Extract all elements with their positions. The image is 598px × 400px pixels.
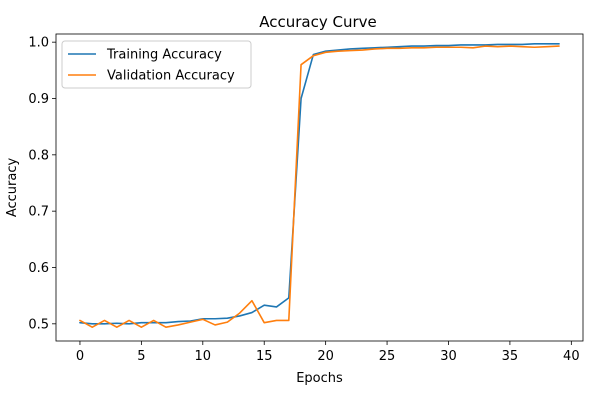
plot-area-frame bbox=[55, 33, 584, 342]
x-tick-label: 10 bbox=[195, 349, 212, 364]
y-tick-label: 0.8 bbox=[28, 148, 49, 163]
x-tick-label: 40 bbox=[563, 349, 580, 364]
y-tick-label: 1.0 bbox=[28, 36, 49, 51]
x-tick-label: 35 bbox=[502, 349, 519, 364]
x-tick-label: 5 bbox=[137, 349, 145, 364]
x-axis-label: Epochs bbox=[296, 371, 343, 386]
legend-label-validation: Validation Accuracy bbox=[107, 69, 235, 84]
series-lines bbox=[79, 43, 560, 329]
y-axis: 0.5 0.6 0.7 0.8 0.9 1.0 bbox=[28, 36, 56, 332]
x-tick-label: 20 bbox=[317, 349, 334, 364]
y-tick-label: 0.7 bbox=[28, 205, 49, 220]
series-line-0 bbox=[79, 43, 560, 325]
legend-label-training: Training Accuracy bbox=[106, 48, 222, 63]
y-tick-label: 0.6 bbox=[28, 261, 49, 276]
y-axis-label: Accuracy bbox=[5, 158, 20, 218]
chart-title: Accuracy Curve bbox=[259, 13, 377, 31]
x-axis: 0 5 10 15 20 25 30 35 40 bbox=[76, 341, 580, 364]
legend: Training Accuracy Validation Accuracy bbox=[61, 40, 252, 89]
y-tick-label: 0.5 bbox=[28, 317, 49, 332]
x-tick-label: 15 bbox=[256, 349, 273, 364]
legend-box bbox=[61, 40, 252, 89]
series-line-1 bbox=[79, 45, 560, 329]
x-tick-label: 30 bbox=[440, 349, 457, 364]
x-tick-label: 25 bbox=[379, 349, 396, 364]
y-tick-label: 0.9 bbox=[28, 92, 49, 107]
x-tick-label: 0 bbox=[76, 349, 84, 364]
